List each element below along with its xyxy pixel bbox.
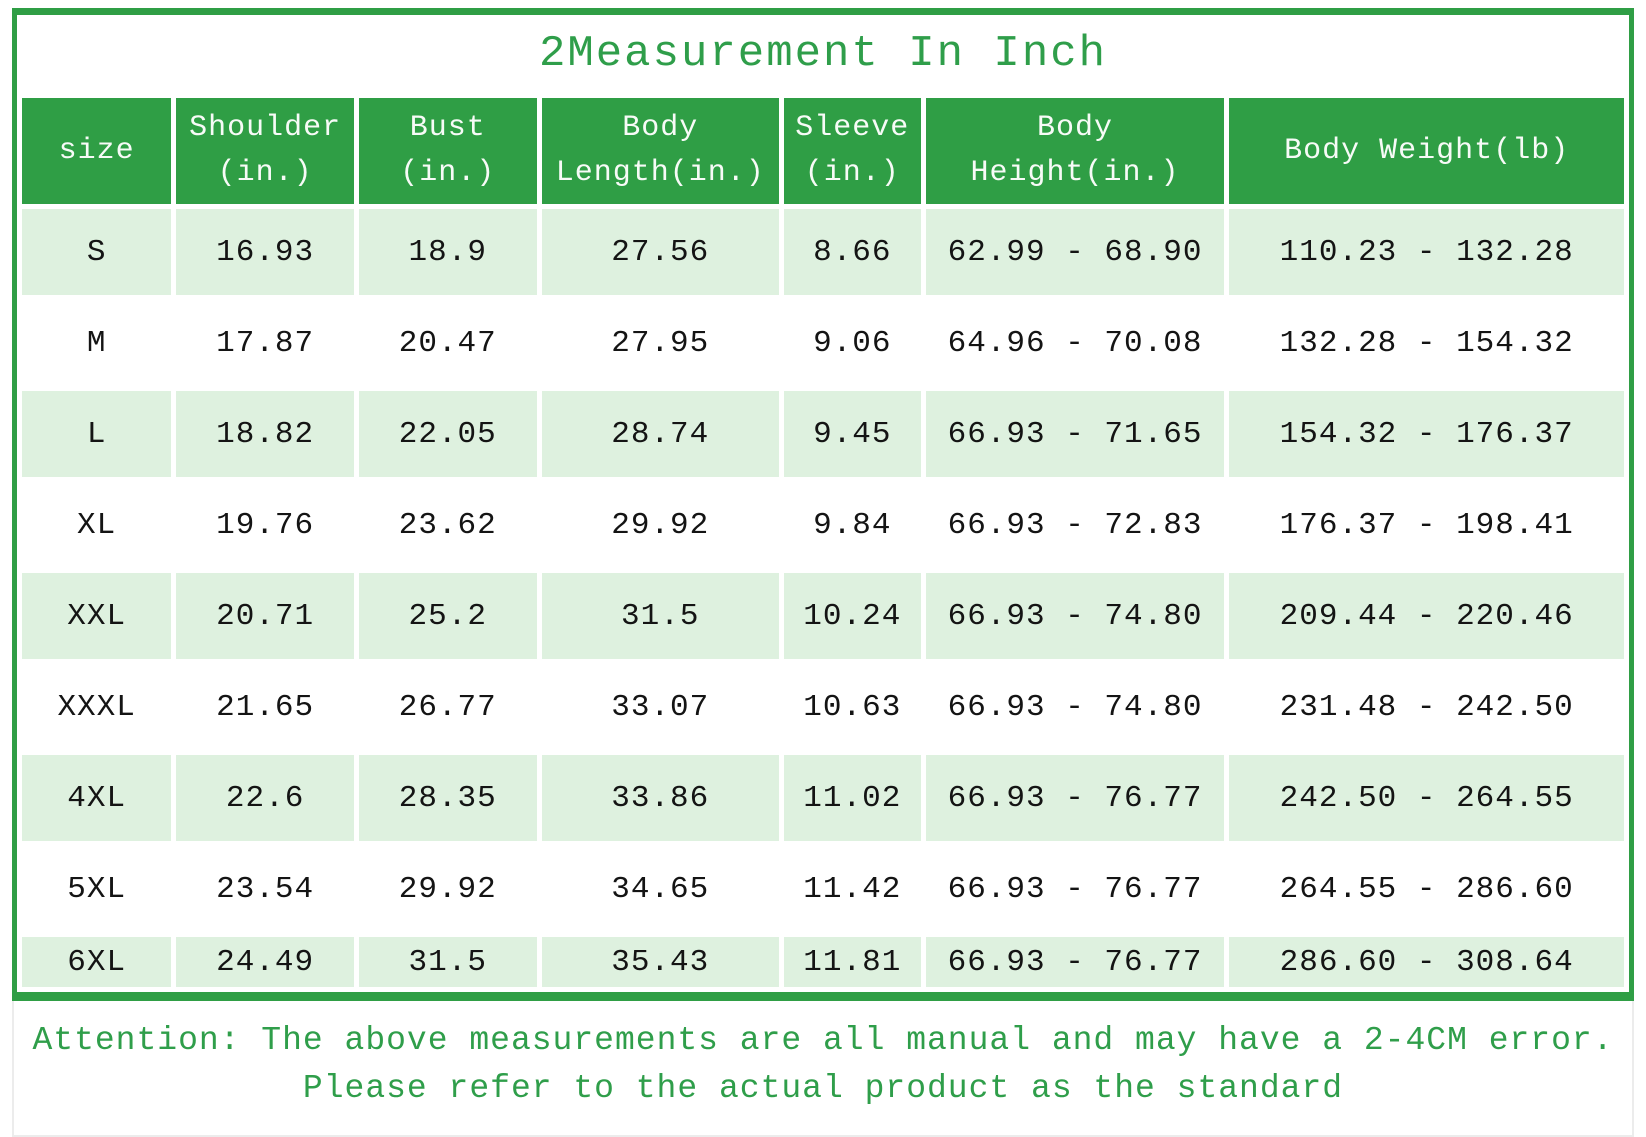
data-cell: 18.9 — [358, 209, 537, 295]
table-row: 5XL 23.54 29.92 34.65 11.42 66.93 - 76.7… — [22, 846, 1624, 932]
data-cell: 27.56 — [541, 209, 779, 295]
attention-note: Attention: The above measurements are al… — [12, 1001, 1634, 1137]
data-cell: 66.93 - 76.77 — [925, 937, 1225, 987]
data-cell: 66.93 - 71.65 — [925, 391, 1225, 477]
data-cell: 264.55 - 286.60 — [1229, 846, 1624, 932]
column-header-bust: Bust (in.) — [358, 98, 537, 204]
page-title: 2Measurement In Inch — [538, 29, 1108, 79]
table-row: 6XL 24.49 31.5 35.43 11.81 66.93 - 76.77… — [22, 937, 1624, 987]
table-frame: 2Measurement In Inch size Shoulder (in.)… — [12, 8, 1634, 1001]
table-row: XXL 20.71 25.2 31.5 10.24 66.93 - 74.80 … — [22, 573, 1624, 659]
size-cell: XXXL — [22, 664, 172, 750]
data-cell: 10.63 — [783, 664, 921, 750]
data-cell: 242.50 - 264.55 — [1229, 755, 1624, 841]
column-header-body-weight: Body Weight(lb) — [1229, 98, 1624, 204]
data-cell: 18.82 — [176, 391, 354, 477]
data-cell: 209.44 - 220.46 — [1229, 573, 1624, 659]
data-cell: 23.62 — [358, 482, 537, 568]
table-row: XL 19.76 23.62 29.92 9.84 66.93 - 72.83 … — [22, 482, 1624, 568]
data-cell: 23.54 — [176, 846, 354, 932]
data-cell: 64.96 - 70.08 — [925, 300, 1225, 386]
column-header-body-height: Body Height(in.) — [925, 98, 1225, 204]
data-cell: 16.93 — [176, 209, 354, 295]
data-cell: 34.65 — [541, 846, 779, 932]
size-cell: XXL — [22, 573, 172, 659]
table-row: S 16.93 18.9 27.56 8.66 62.99 - 68.90 11… — [22, 209, 1624, 295]
data-cell: 66.93 - 76.77 — [925, 755, 1225, 841]
data-cell: 10.24 — [783, 573, 921, 659]
attention-note-line1: Attention: The above measurements are al… — [32, 1022, 1614, 1059]
data-cell: 28.35 — [358, 755, 537, 841]
data-cell: 31.5 — [541, 573, 779, 659]
data-cell: 22.6 — [176, 755, 354, 841]
data-cell: 20.47 — [358, 300, 537, 386]
data-cell: 66.93 - 76.77 — [925, 846, 1225, 932]
table-row: XXXL 21.65 26.77 33.07 10.63 66.93 - 74.… — [22, 664, 1624, 750]
size-cell: L — [22, 391, 172, 477]
data-cell: 62.99 - 68.90 — [925, 209, 1225, 295]
data-cell: 28.74 — [541, 391, 779, 477]
data-cell: 35.43 — [541, 937, 779, 987]
table-row: M 17.87 20.47 27.95 9.06 64.96 - 70.08 1… — [22, 300, 1624, 386]
data-cell: 66.93 - 74.80 — [925, 573, 1225, 659]
data-cell: 66.93 - 72.83 — [925, 482, 1225, 568]
data-cell: 9.45 — [783, 391, 921, 477]
size-chart-table: size Shoulder (in.) Bust (in.) Body Leng… — [17, 93, 1629, 992]
table-row: 4XL 22.6 28.35 33.86 11.02 66.93 - 76.77… — [22, 755, 1624, 841]
data-cell: 9.84 — [783, 482, 921, 568]
data-cell: 66.93 - 74.80 — [925, 664, 1225, 750]
size-cell: S — [22, 209, 172, 295]
data-cell: 25.2 — [358, 573, 537, 659]
data-cell: 11.02 — [783, 755, 921, 841]
data-cell: 9.06 — [783, 300, 921, 386]
data-cell: 29.92 — [541, 482, 779, 568]
data-cell: 20.71 — [176, 573, 354, 659]
data-cell: 19.76 — [176, 482, 354, 568]
attention-note-line2: Please refer to the actual product as th… — [302, 1069, 1344, 1107]
data-cell: 17.87 — [176, 300, 354, 386]
data-cell: 33.07 — [541, 664, 779, 750]
size-cell: XL — [22, 482, 172, 568]
data-cell: 26.77 — [358, 664, 537, 750]
column-header-sleeve: Sleeve (in.) — [783, 98, 921, 204]
column-header-shoulder: Shoulder (in.) — [176, 98, 354, 204]
column-header-body-length: Body Length(in.) — [541, 98, 779, 204]
data-cell: 31.5 — [358, 937, 537, 987]
data-cell: 27.95 — [541, 300, 779, 386]
data-cell: 22.05 — [358, 391, 537, 477]
data-cell: 29.92 — [358, 846, 537, 932]
data-cell: 154.32 - 176.37 — [1229, 391, 1624, 477]
data-cell: 286.60 - 308.64 — [1229, 937, 1624, 987]
data-cell: 11.42 — [783, 846, 921, 932]
size-cell: 6XL — [22, 937, 172, 987]
data-cell: 8.66 — [783, 209, 921, 295]
table-row: L 18.82 22.05 28.74 9.45 66.93 - 71.65 1… — [22, 391, 1624, 477]
size-cell: 5XL — [22, 846, 172, 932]
size-cell: M — [22, 300, 172, 386]
data-cell: 21.65 — [176, 664, 354, 750]
data-cell: 231.48 - 242.50 — [1229, 664, 1624, 750]
data-cell: 33.86 — [541, 755, 779, 841]
data-cell: 132.28 - 154.32 — [1229, 300, 1624, 386]
data-cell: 110.23 - 132.28 — [1229, 209, 1624, 295]
size-cell: 4XL — [22, 755, 172, 841]
data-cell: 24.49 — [176, 937, 354, 987]
header-row: size Shoulder (in.) Bust (in.) Body Leng… — [22, 98, 1624, 204]
column-header-size: size — [22, 98, 172, 204]
data-cell: 176.37 - 198.41 — [1229, 482, 1624, 568]
data-cell: 11.81 — [783, 937, 921, 987]
